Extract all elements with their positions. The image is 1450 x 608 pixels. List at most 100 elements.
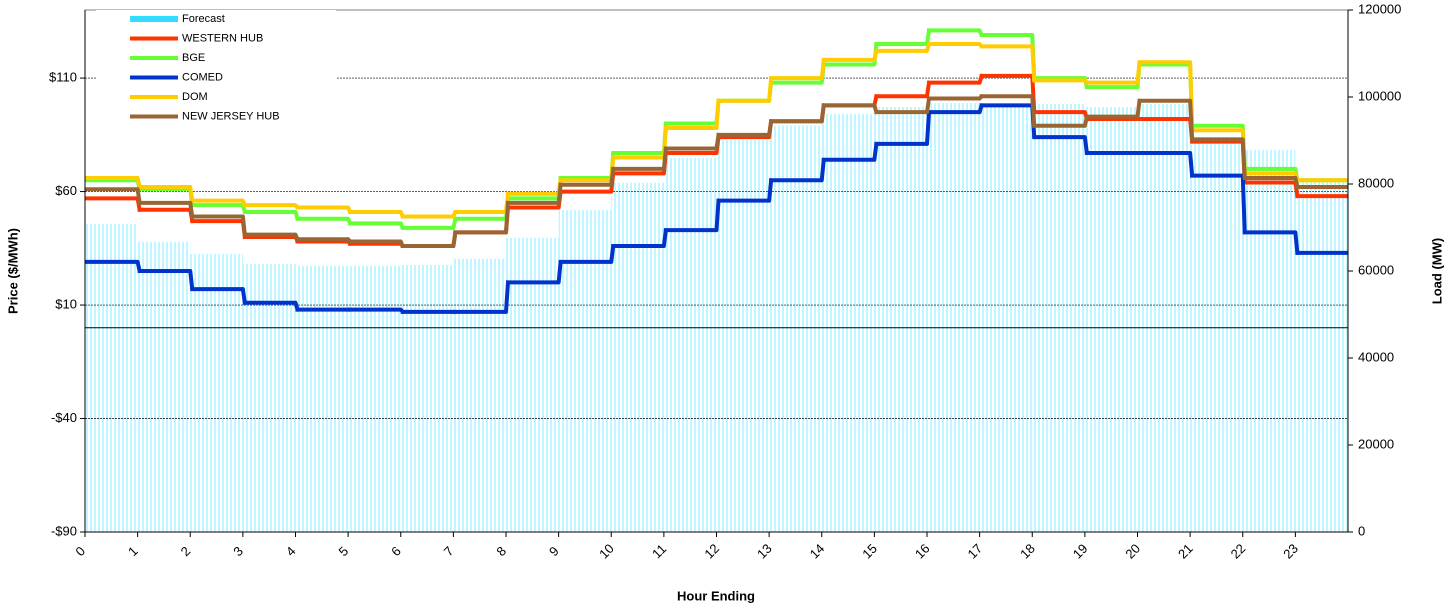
line-connector: [609, 166, 616, 187]
line-connector: [819, 57, 826, 81]
x-tick-label: 19: [1070, 541, 1091, 562]
line-connector: [504, 280, 510, 314]
bar-stripes: [874, 107, 927, 532]
x-tick-label: 16: [912, 541, 933, 562]
x-tick-label: 3: [230, 543, 246, 559]
y-tick-label: $110: [49, 70, 77, 85]
x-tick-label: 17: [964, 541, 985, 562]
x-tick-label: 7: [441, 543, 457, 559]
bar-stripes: [1242, 150, 1296, 532]
legend-label: BGE: [182, 52, 205, 64]
bar-stripes: [137, 241, 191, 533]
line-connector: [925, 110, 931, 146]
bar-stripes: [506, 237, 559, 532]
x-tick-label: 18: [1017, 541, 1038, 562]
line-connector: [872, 141, 879, 162]
bar-stripes: [242, 264, 296, 532]
bar-stripes: [85, 224, 138, 532]
x-tick-label: 15: [859, 541, 880, 562]
bar-stripes: [821, 113, 875, 532]
line-connector: [1135, 98, 1142, 119]
legend-label: Forecast: [182, 13, 225, 25]
line-connector: [819, 103, 826, 124]
x-axis-title: Hour Ending: [677, 588, 755, 603]
line-connector: [925, 80, 931, 99]
x-tick-label: 8: [493, 543, 509, 559]
line-connector: [819, 157, 826, 183]
line-connector: [767, 178, 774, 203]
line-connector: [609, 244, 616, 264]
line-connector: [240, 287, 247, 305]
line-connector: [1188, 150, 1195, 178]
x-tick-label: 20: [1122, 541, 1143, 562]
line-connector: [714, 198, 721, 233]
x-tick-label: 13: [754, 541, 775, 562]
line-connector: [240, 214, 247, 237]
bar-stripes: [927, 103, 980, 532]
line-connector: [1135, 60, 1142, 85]
line-connector: [556, 259, 563, 285]
bar-stripes: [1032, 103, 1085, 533]
line-connector: [714, 98, 721, 131]
line-connector: [714, 132, 721, 151]
bar-stripes: [716, 140, 770, 532]
x-tick-label: 2: [178, 543, 194, 559]
bar-stripes: [400, 264, 454, 532]
line-connector: [925, 96, 931, 115]
y-tick-label: $10: [55, 296, 77, 311]
y2-tick-label: 100000: [1358, 88, 1401, 103]
bar-stripes: [663, 157, 717, 532]
bar-stripes: [295, 265, 349, 532]
line-connector: [1240, 173, 1247, 235]
bar-stripes: [1084, 107, 1138, 532]
bar-stripes: [611, 182, 664, 532]
bar-stripes: [558, 210, 612, 532]
line-connector: [188, 200, 195, 219]
y-axis-title: Price ($/MWh): [5, 228, 20, 314]
x-tick-label: 14: [807, 541, 828, 562]
x-tick-label: 23: [1280, 541, 1301, 562]
line-connector: [767, 76, 774, 103]
x-tick-label: 11: [649, 541, 669, 561]
bar-stripes: [769, 125, 822, 533]
line-connector: [1188, 98, 1195, 142]
y2-tick-label: 20000: [1358, 436, 1394, 451]
x-tick-label: 4: [283, 543, 299, 559]
bar-stripes: [1137, 103, 1191, 533]
x-tick-label: 1: [125, 543, 141, 559]
y2-tick-label: 60000: [1358, 262, 1394, 277]
line-connector: [1240, 137, 1247, 180]
x-tick-label: 0: [72, 543, 88, 559]
bar-stripes: [190, 254, 243, 532]
bar-stripes: [348, 265, 401, 532]
line-connector: [556, 182, 563, 205]
line-connector: [451, 230, 458, 249]
line-connector: [1082, 135, 1089, 155]
line-connector: [925, 28, 931, 47]
line-connector: [661, 146, 668, 171]
x-tick-label: 22: [1228, 541, 1249, 562]
bar-stripes: [1295, 181, 1348, 532]
x-tick-label: 10: [596, 541, 617, 562]
legend-label: COMED: [182, 71, 223, 83]
line-connector: [1030, 94, 1037, 128]
legend-label: NEW JERSEY HUB: [182, 110, 280, 122]
line-connector: [767, 119, 774, 137]
line-connector: [1293, 230, 1300, 255]
y-tick-label: $60: [55, 183, 77, 198]
legend-label: WESTERN HUB: [182, 32, 263, 44]
x-tick-label: 9: [546, 543, 562, 559]
bar-stripes: [979, 103, 1033, 532]
x-tick-label: 5: [336, 543, 352, 559]
x-tick-label: 21: [1175, 541, 1196, 562]
bar-stripes: [1190, 137, 1243, 532]
y-tick-label: -$90: [51, 523, 77, 538]
legend-label: DOM: [182, 91, 208, 103]
line-connector: [1030, 44, 1037, 83]
y2-tick-label: 40000: [1358, 349, 1394, 364]
y2-tick-label: 0: [1358, 523, 1365, 538]
x-tick-label: 6: [388, 543, 404, 559]
line-connector: [504, 200, 510, 235]
y2-tick-label: 80000: [1358, 175, 1394, 190]
